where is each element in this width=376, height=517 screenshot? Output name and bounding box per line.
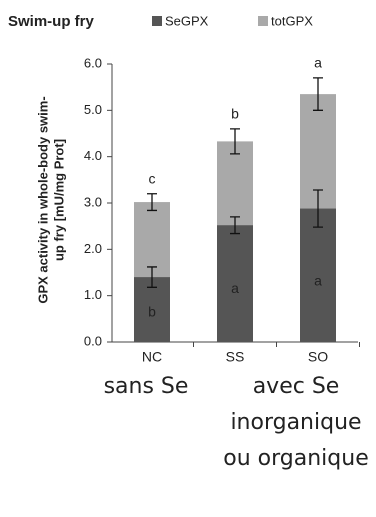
significance-letter: a	[231, 280, 239, 296]
x-tick-label: SS	[226, 349, 245, 365]
y-tick-label: 2.0	[84, 241, 102, 256]
y-tick-label: 3.0	[84, 194, 102, 209]
bar	[217, 225, 253, 342]
legend-swatch	[258, 16, 268, 26]
significance-letter: a	[314, 273, 322, 289]
annotation: inorganique	[230, 410, 361, 435]
significance-letter: c	[149, 170, 156, 186]
chart-title: Swim-up fry	[8, 13, 94, 30]
legend-swatch	[152, 16, 162, 26]
x-tick-label: SO	[308, 349, 328, 365]
error-bar	[230, 216, 240, 235]
y-tick-label: 1.0	[84, 287, 102, 302]
significance-letter: a	[314, 55, 322, 71]
y-label-line: up fry [mU/mg Prot]	[51, 139, 66, 261]
y-tick-label: 6.0	[84, 55, 102, 70]
significance-letter: b	[231, 106, 239, 122]
y-label: GPX activity in whole-body swim- up fry …	[35, 96, 66, 303]
annotation: avec Se	[253, 374, 340, 399]
error-bar	[147, 193, 157, 212]
significance-letter: b	[148, 304, 156, 320]
error-bar	[147, 266, 157, 288]
legend-label: totGPX	[271, 13, 313, 28]
legend-label: SeGPX	[165, 13, 209, 28]
bar	[300, 208, 336, 342]
x-tick-label: NC	[142, 349, 162, 365]
y-label-line: GPX activity in whole-body swim-	[35, 96, 50, 303]
error-bar	[230, 128, 240, 155]
annotation: ou organique	[223, 446, 368, 471]
error-bar	[313, 77, 323, 111]
error-bar	[313, 189, 323, 228]
annotation: sans Se	[104, 374, 189, 399]
y-tick-label: 5.0	[84, 102, 102, 117]
y-tick-label: 0.0	[84, 333, 102, 348]
y-tick-label: 4.0	[84, 148, 102, 163]
